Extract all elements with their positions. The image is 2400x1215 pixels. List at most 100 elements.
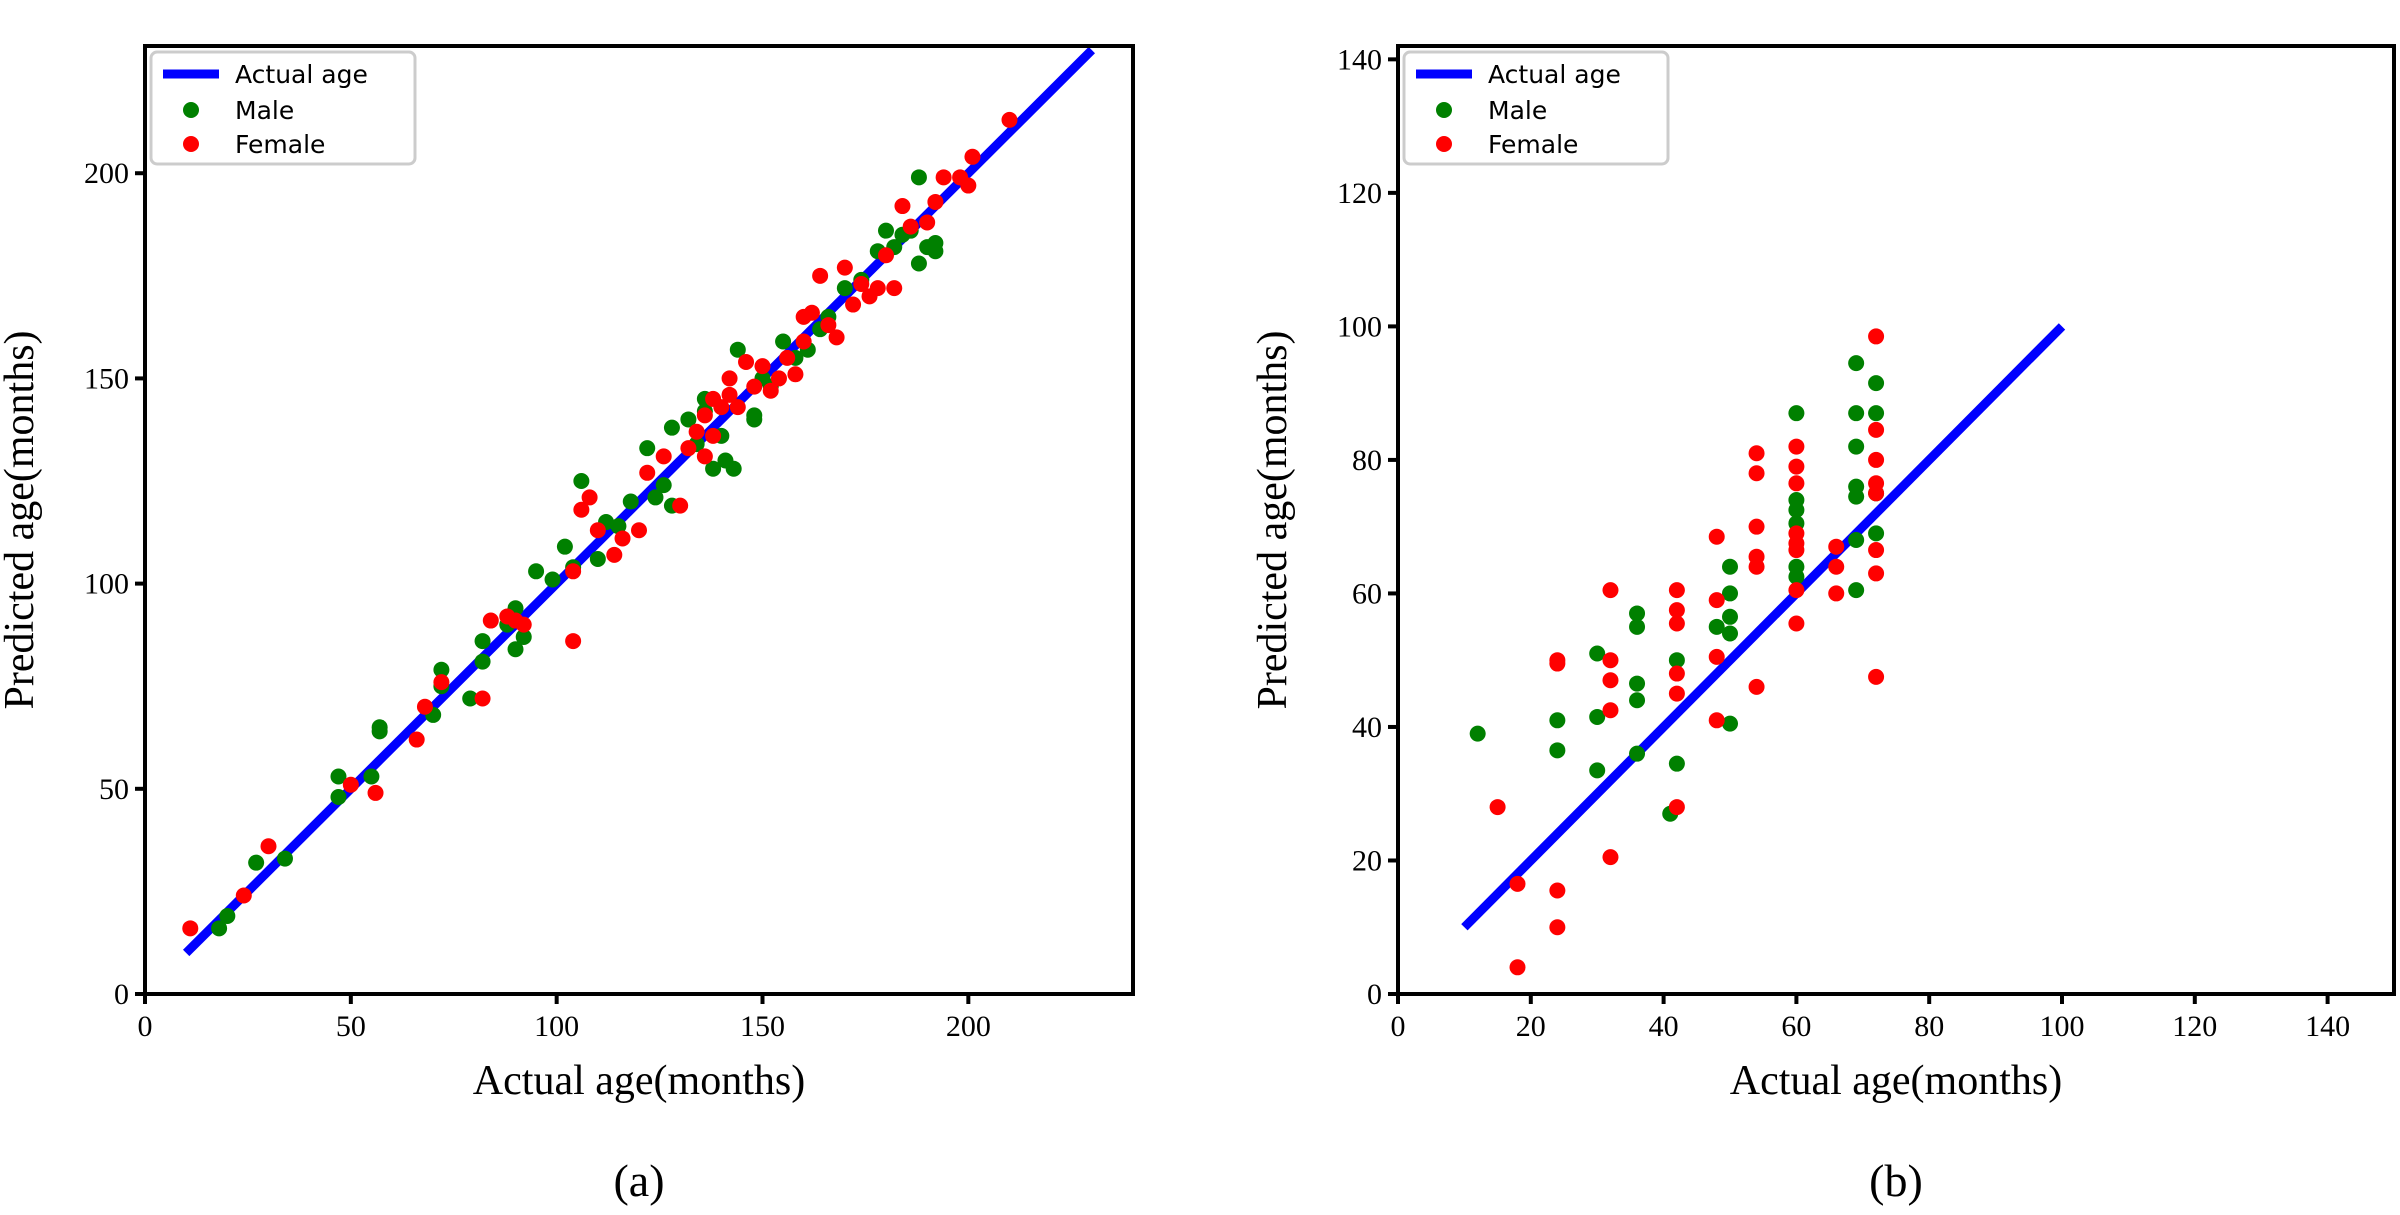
legend-label-male: Male xyxy=(1488,96,1547,125)
male-point xyxy=(1469,725,1486,742)
male-point xyxy=(647,489,664,506)
female-point xyxy=(721,386,738,403)
female-point xyxy=(721,370,738,387)
male-point xyxy=(729,341,746,358)
male-point xyxy=(1868,405,1885,422)
female-point xyxy=(762,382,779,399)
female-point xyxy=(1708,712,1725,729)
male-point xyxy=(878,222,894,239)
female-point xyxy=(1668,665,1685,682)
male-point xyxy=(1629,675,1646,692)
male-point xyxy=(528,563,545,580)
y-tick-label: 140 xyxy=(1337,43,1382,76)
male-point xyxy=(1868,375,1885,392)
x-tick-label: 80 xyxy=(1914,1010,1944,1043)
legend-label-female: Female xyxy=(1488,130,1578,159)
female-point xyxy=(1001,111,1018,128)
male-point xyxy=(1629,618,1646,635)
plot-area xyxy=(1461,323,2066,976)
female-point xyxy=(964,148,981,165)
legend-box xyxy=(149,50,417,166)
male-point xyxy=(1848,438,1865,455)
female-point xyxy=(1868,565,1885,582)
female-point xyxy=(1509,959,1526,976)
male-point xyxy=(556,538,573,555)
actual-age-line xyxy=(1461,323,2066,931)
female-point xyxy=(1788,438,1805,455)
male-point xyxy=(663,419,680,436)
male-point xyxy=(910,169,927,186)
female-point xyxy=(1549,919,1566,936)
female-point xyxy=(729,399,746,416)
panel-caption: (b) xyxy=(1869,1155,1923,1206)
female-point xyxy=(631,522,647,539)
female-point xyxy=(1868,421,1885,438)
female-point xyxy=(820,317,837,334)
female-point xyxy=(894,198,911,215)
y-tick-label: 0 xyxy=(1367,978,1382,1011)
chart-panel-b: 0 20 40 60 80 100 120 140 0 20 40 60 80 100 120 140 Actu… xyxy=(1250,43,2396,1206)
female-point xyxy=(1489,799,1506,816)
male-point xyxy=(1788,568,1805,585)
legend: Actual age Male Female xyxy=(149,50,417,166)
female-point xyxy=(696,448,713,465)
female-point xyxy=(812,267,829,284)
female-point xyxy=(738,354,755,370)
axes-frame xyxy=(143,44,1135,996)
male-point xyxy=(1549,712,1566,729)
male-point xyxy=(363,768,380,785)
x-tick-label: 100 xyxy=(2040,1010,2085,1043)
female-point xyxy=(433,674,450,691)
female-point xyxy=(1602,702,1619,719)
male-point xyxy=(775,333,792,350)
female-point xyxy=(565,563,582,580)
y-tick-label: 50 xyxy=(99,773,129,806)
female-point xyxy=(581,489,598,506)
female-point xyxy=(474,690,491,707)
male-point xyxy=(462,690,479,707)
female-point xyxy=(482,612,499,629)
x-tick-label: 140 xyxy=(2305,1010,2350,1043)
male-point xyxy=(1589,762,1606,779)
y-tick-label: 60 xyxy=(1352,577,1382,610)
female-point xyxy=(779,349,796,366)
male-point xyxy=(1722,558,1738,575)
female-point xyxy=(565,633,582,650)
female-point xyxy=(902,218,919,235)
male-point xyxy=(680,411,697,428)
male-point xyxy=(544,571,561,588)
female-point xyxy=(1828,558,1845,575)
female-point xyxy=(828,329,845,346)
male-point xyxy=(1848,582,1865,599)
female-point xyxy=(869,280,886,297)
female-point xyxy=(515,616,532,633)
x-tick-label: 20 xyxy=(1516,1010,1546,1043)
legend-marker-female xyxy=(1436,136,1452,152)
legend-label-actual-age: Actual age xyxy=(235,60,368,89)
male-point xyxy=(507,641,524,658)
female-point xyxy=(919,214,936,231)
male-point xyxy=(219,908,236,925)
male-point xyxy=(1629,692,1646,709)
female-point xyxy=(573,501,590,518)
female-point xyxy=(836,259,853,276)
female-point xyxy=(408,731,425,748)
male-point xyxy=(927,234,944,251)
female-point xyxy=(1602,672,1619,689)
female-point xyxy=(1748,518,1765,535)
male-point xyxy=(1848,405,1865,422)
female-point xyxy=(770,370,787,387)
female-point xyxy=(639,464,656,481)
female-point xyxy=(1668,799,1685,816)
female-point xyxy=(886,280,903,297)
male-point xyxy=(1722,608,1738,625)
x-axis-label: Actual age(months) xyxy=(1730,1058,2062,1104)
male-point xyxy=(573,473,590,490)
female-point xyxy=(1748,678,1765,695)
male-point xyxy=(746,411,763,428)
female-point xyxy=(688,423,705,440)
female-point xyxy=(1708,528,1725,545)
female-point xyxy=(606,546,623,563)
female-point xyxy=(853,276,870,293)
